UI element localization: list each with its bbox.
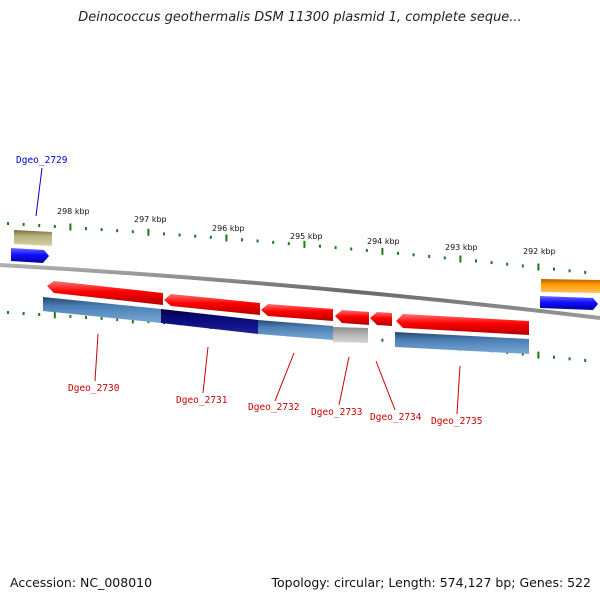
inner-scale-minor-tick bbox=[7, 311, 9, 314]
outer-scale-minor-tick bbox=[584, 270, 587, 274]
cds-bar-dgeo-2730[interactable] bbox=[43, 297, 161, 323]
outer-scale-minor-tick bbox=[350, 247, 353, 251]
gene-arrow-right-edge[interactable] bbox=[540, 296, 598, 310]
inner-scale-major-tick bbox=[537, 351, 540, 359]
outer-scale-minor-tick bbox=[412, 253, 415, 257]
scale-label-297kbp: 297 kbp bbox=[134, 215, 167, 224]
outer-scale-minor-tick bbox=[475, 259, 477, 263]
outer-scale-minor-tick bbox=[428, 254, 431, 258]
inner-scale-minor-tick bbox=[38, 313, 41, 316]
scale-label-298kbp: 298 kbp bbox=[57, 207, 90, 216]
leader-line-dgeo-2735 bbox=[456, 365, 461, 415]
inner-scale-minor-tick bbox=[381, 338, 384, 342]
outer-scale-minor-tick bbox=[490, 261, 493, 265]
inner-scale-minor-tick bbox=[100, 316, 103, 320]
outer-scale-minor-tick bbox=[397, 251, 399, 255]
outer-scale-minor-tick bbox=[194, 234, 197, 238]
leader-line-dgeo-2730 bbox=[94, 333, 99, 382]
outer-scale-ticks bbox=[7, 222, 587, 274]
inner-scale-minor-tick bbox=[85, 315, 87, 319]
outer-scale-major-tick bbox=[69, 223, 72, 231]
outer-scale-minor-tick bbox=[178, 233, 181, 237]
outer-scale-major-tick bbox=[381, 247, 384, 255]
plasmid-backbone bbox=[0, 263, 600, 320]
inner-scale-minor-tick bbox=[22, 312, 25, 315]
outer-scale-minor-tick bbox=[116, 229, 119, 233]
inner-scale-minor-tick bbox=[521, 352, 524, 356]
gene-label-dgeo-2729[interactable]: Dgeo_2729 bbox=[16, 155, 68, 166]
outer-scale-minor-tick bbox=[256, 239, 259, 243]
outer-scale-minor-tick bbox=[7, 222, 9, 225]
outer-scale-minor-tick bbox=[163, 232, 165, 236]
leader-line-dgeo-2731 bbox=[202, 346, 209, 394]
inner-scale-minor-tick bbox=[116, 318, 119, 321]
scale-label-294kbp: 294 kbp bbox=[367, 237, 400, 246]
inner-scale-minor-tick bbox=[584, 359, 587, 362]
gene-label-dgeo-2731[interactable]: Dgeo_2731 bbox=[176, 395, 228, 406]
outer-scale-minor-tick bbox=[287, 242, 290, 246]
outer-scale-minor-tick bbox=[443, 256, 446, 260]
cds-bar-dgeo-2731[interactable] bbox=[161, 309, 258, 334]
outer-scale-minor-tick bbox=[319, 244, 321, 248]
cds-bar-right-edge[interactable] bbox=[541, 279, 600, 293]
outer-scale-major-tick bbox=[537, 263, 540, 271]
scale-label-295kbp: 295 kbp bbox=[290, 232, 323, 241]
leader-line-dgeo-2734 bbox=[375, 360, 396, 411]
outer-scale-minor-tick bbox=[365, 248, 368, 252]
gene-label-dgeo-2734[interactable]: Dgeo_2734 bbox=[370, 412, 422, 423]
outer-scale-major-tick bbox=[303, 240, 306, 248]
leader-line-dgeo-2732 bbox=[274, 352, 295, 402]
topology-text: Topology: circular; Length: 574,127 bp; … bbox=[271, 575, 592, 590]
outer-scale-minor-tick bbox=[521, 264, 524, 268]
gene-arrow-dgeo-2732[interactable] bbox=[261, 304, 333, 321]
scale-label-292kbp: 292 kbp bbox=[523, 247, 556, 256]
outer-scale-minor-tick bbox=[568, 269, 571, 273]
outer-scale-minor-tick bbox=[209, 235, 212, 239]
outer-scale-minor-tick bbox=[85, 227, 87, 231]
outer-scale-major-tick bbox=[459, 255, 462, 263]
outer-scale-minor-tick bbox=[272, 240, 275, 244]
inner-scale-minor-tick bbox=[568, 357, 571, 361]
outer-scale-minor-tick bbox=[53, 225, 56, 228]
outer-scale-minor-tick bbox=[506, 262, 509, 266]
outer-scale-minor-tick bbox=[553, 267, 555, 271]
leader-line-dgeo-2733 bbox=[338, 356, 350, 406]
outer-scale-minor-tick bbox=[38, 224, 41, 227]
outer-scale-minor-tick bbox=[22, 223, 25, 226]
inner-scale-major-tick bbox=[53, 311, 56, 319]
outer-scale-major-tick bbox=[147, 228, 150, 236]
outer-scale-minor-tick bbox=[334, 246, 337, 250]
accession-text: Accession: NC_008010 bbox=[10, 575, 153, 590]
scale-label-293kbp: 293 kbp bbox=[445, 243, 478, 252]
gene-label-dgeo-2730[interactable]: Dgeo_2730 bbox=[68, 383, 120, 394]
outer-scale-minor-tick bbox=[100, 228, 103, 232]
gene-arrow-dgeo-2733[interactable] bbox=[335, 310, 369, 325]
gene-arrow-dgeo-2729[interactable] bbox=[11, 248, 49, 263]
cds-bar-dgeo-2729[interactable] bbox=[14, 230, 52, 246]
inner-scale-minor-tick bbox=[69, 314, 72, 318]
cds-bar-dgeo-2732[interactable] bbox=[258, 320, 333, 340]
outer-scale-minor-tick bbox=[131, 230, 134, 234]
gene-label-dgeo-2732[interactable]: Dgeo_2732 bbox=[248, 402, 299, 413]
leader-line-dgeo-2729 bbox=[35, 167, 43, 217]
cds-bar-dgeo-2733[interactable] bbox=[333, 327, 368, 343]
outer-scale-minor-tick bbox=[241, 238, 243, 242]
page-title: Deinococcus geothermalis DSM 11300 plasm… bbox=[78, 10, 522, 25]
gene-label-dgeo-2733[interactable]: Dgeo_2733 bbox=[311, 407, 362, 418]
gene-label-dgeo-2735[interactable]: Dgeo_2735 bbox=[431, 416, 482, 427]
gene-arrow-dgeo-2735[interactable] bbox=[396, 314, 529, 335]
gene-arrow-dgeo-2731[interactable] bbox=[164, 294, 260, 315]
inner-scale-minor-tick bbox=[553, 355, 555, 359]
outer-scale-major-tick bbox=[225, 234, 228, 242]
cds-bar-dgeo-2735[interactable] bbox=[395, 332, 529, 354]
scale-label-296kbp: 296 kbp bbox=[212, 224, 245, 233]
gene-arrow-dgeo-2734[interactable] bbox=[370, 312, 392, 326]
gene-arrow-dgeo-2730[interactable] bbox=[47, 281, 163, 305]
